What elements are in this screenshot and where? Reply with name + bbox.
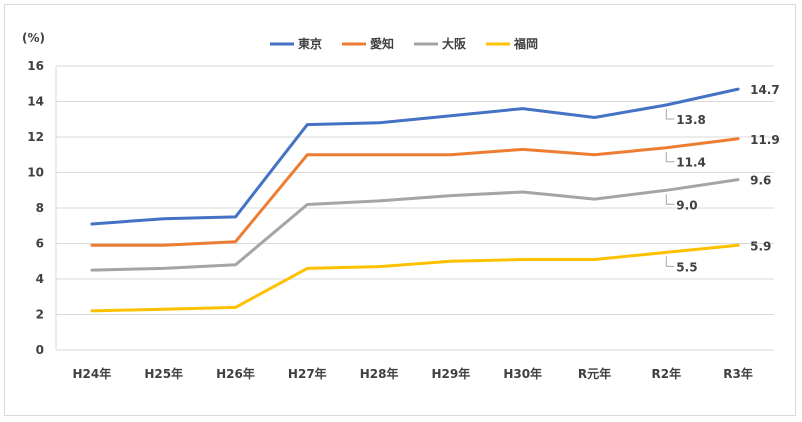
data-label: 9.0: [676, 198, 697, 212]
data-label: 11.4: [676, 156, 706, 170]
series-line: [90, 178, 740, 272]
chart-frame: [4, 4, 796, 416]
gridlines: [55, 65, 774, 351]
legend-label: 大阪: [442, 36, 467, 51]
x-tick-label: H29年: [432, 366, 471, 381]
legend: 東京 愛知 大阪 福岡: [270, 36, 538, 51]
legend-label: 東京: [298, 36, 322, 51]
data-label: 11.9: [750, 133, 780, 147]
y-tick-label: 10: [27, 166, 44, 180]
label-leader-line: [665, 151, 675, 163]
x-tick-label: H26年: [216, 366, 255, 381]
x-tick-label: H28年: [360, 366, 399, 381]
legend-label: 福岡: [513, 36, 538, 51]
y-tick-label: 4: [36, 272, 44, 286]
x-tick-label: H25年: [144, 366, 183, 381]
y-tick-label: 0: [36, 343, 44, 357]
series-lines: [90, 87, 740, 313]
data-label: 13.8: [676, 113, 706, 127]
y-tick-label: 2: [36, 308, 44, 322]
label-leader-line: [665, 194, 675, 205]
y-tick-label: 14: [27, 95, 44, 109]
label-leader-line: [665, 109, 675, 120]
legend-label: 愛知: [370, 36, 394, 51]
data-label: 9.6: [750, 174, 771, 188]
x-tick-label: R3年: [723, 366, 753, 381]
y-tick-label: 6: [36, 237, 44, 251]
x-tick-label: H30年: [503, 366, 542, 381]
y-tick-label: 8: [36, 201, 44, 215]
x-tick-label: H27年: [288, 366, 327, 381]
series-line: [90, 243, 740, 313]
label-leaders: [665, 109, 675, 267]
y-axis-unit: (%): [22, 31, 45, 45]
x-tick-label: R元年: [578, 366, 611, 381]
data-labels: 13.8 14.7 11.4 11.9 9.0 9.6 5.5 5.9: [676, 83, 779, 274]
series-line: [90, 87, 740, 226]
data-label: 5.9: [750, 239, 771, 253]
x-axis-ticks: H24年 H25年 H26年 H27年 H28年 H29年 H30年 R元年 R2年 R3年: [73, 366, 753, 381]
data-label: 5.5: [676, 260, 697, 274]
x-tick-label: H24年: [73, 366, 112, 381]
x-tick-label: R2年: [652, 366, 682, 381]
data-label: 14.7: [750, 83, 780, 97]
series-line: [90, 137, 740, 247]
label-leader-line: [665, 256, 675, 267]
y-axis-ticks: 0 2 4 6 8 10 12 14 16: [27, 59, 44, 357]
y-tick-label: 12: [27, 130, 44, 144]
y-tick-label: 16: [27, 59, 44, 73]
